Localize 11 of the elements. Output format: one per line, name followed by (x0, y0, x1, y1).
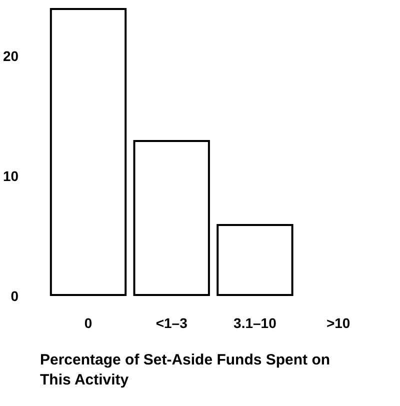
y-tick-label: 10 (2, 168, 19, 184)
y-tick-label: 20 (2, 48, 19, 64)
x-axis-title: Percentage of Set-Aside Funds Spent on This Activity (40, 352, 334, 388)
x-tick-label: 3.1–10 (234, 315, 277, 331)
bar (133, 140, 210, 296)
bar (50, 8, 127, 296)
x-tick-label: <1–3 (156, 315, 188, 331)
x-tick-label: 0 (84, 315, 92, 331)
y-tick-label: 0 (10, 288, 19, 304)
x-tick-label: >10 (326, 315, 350, 331)
bar (216, 224, 294, 296)
